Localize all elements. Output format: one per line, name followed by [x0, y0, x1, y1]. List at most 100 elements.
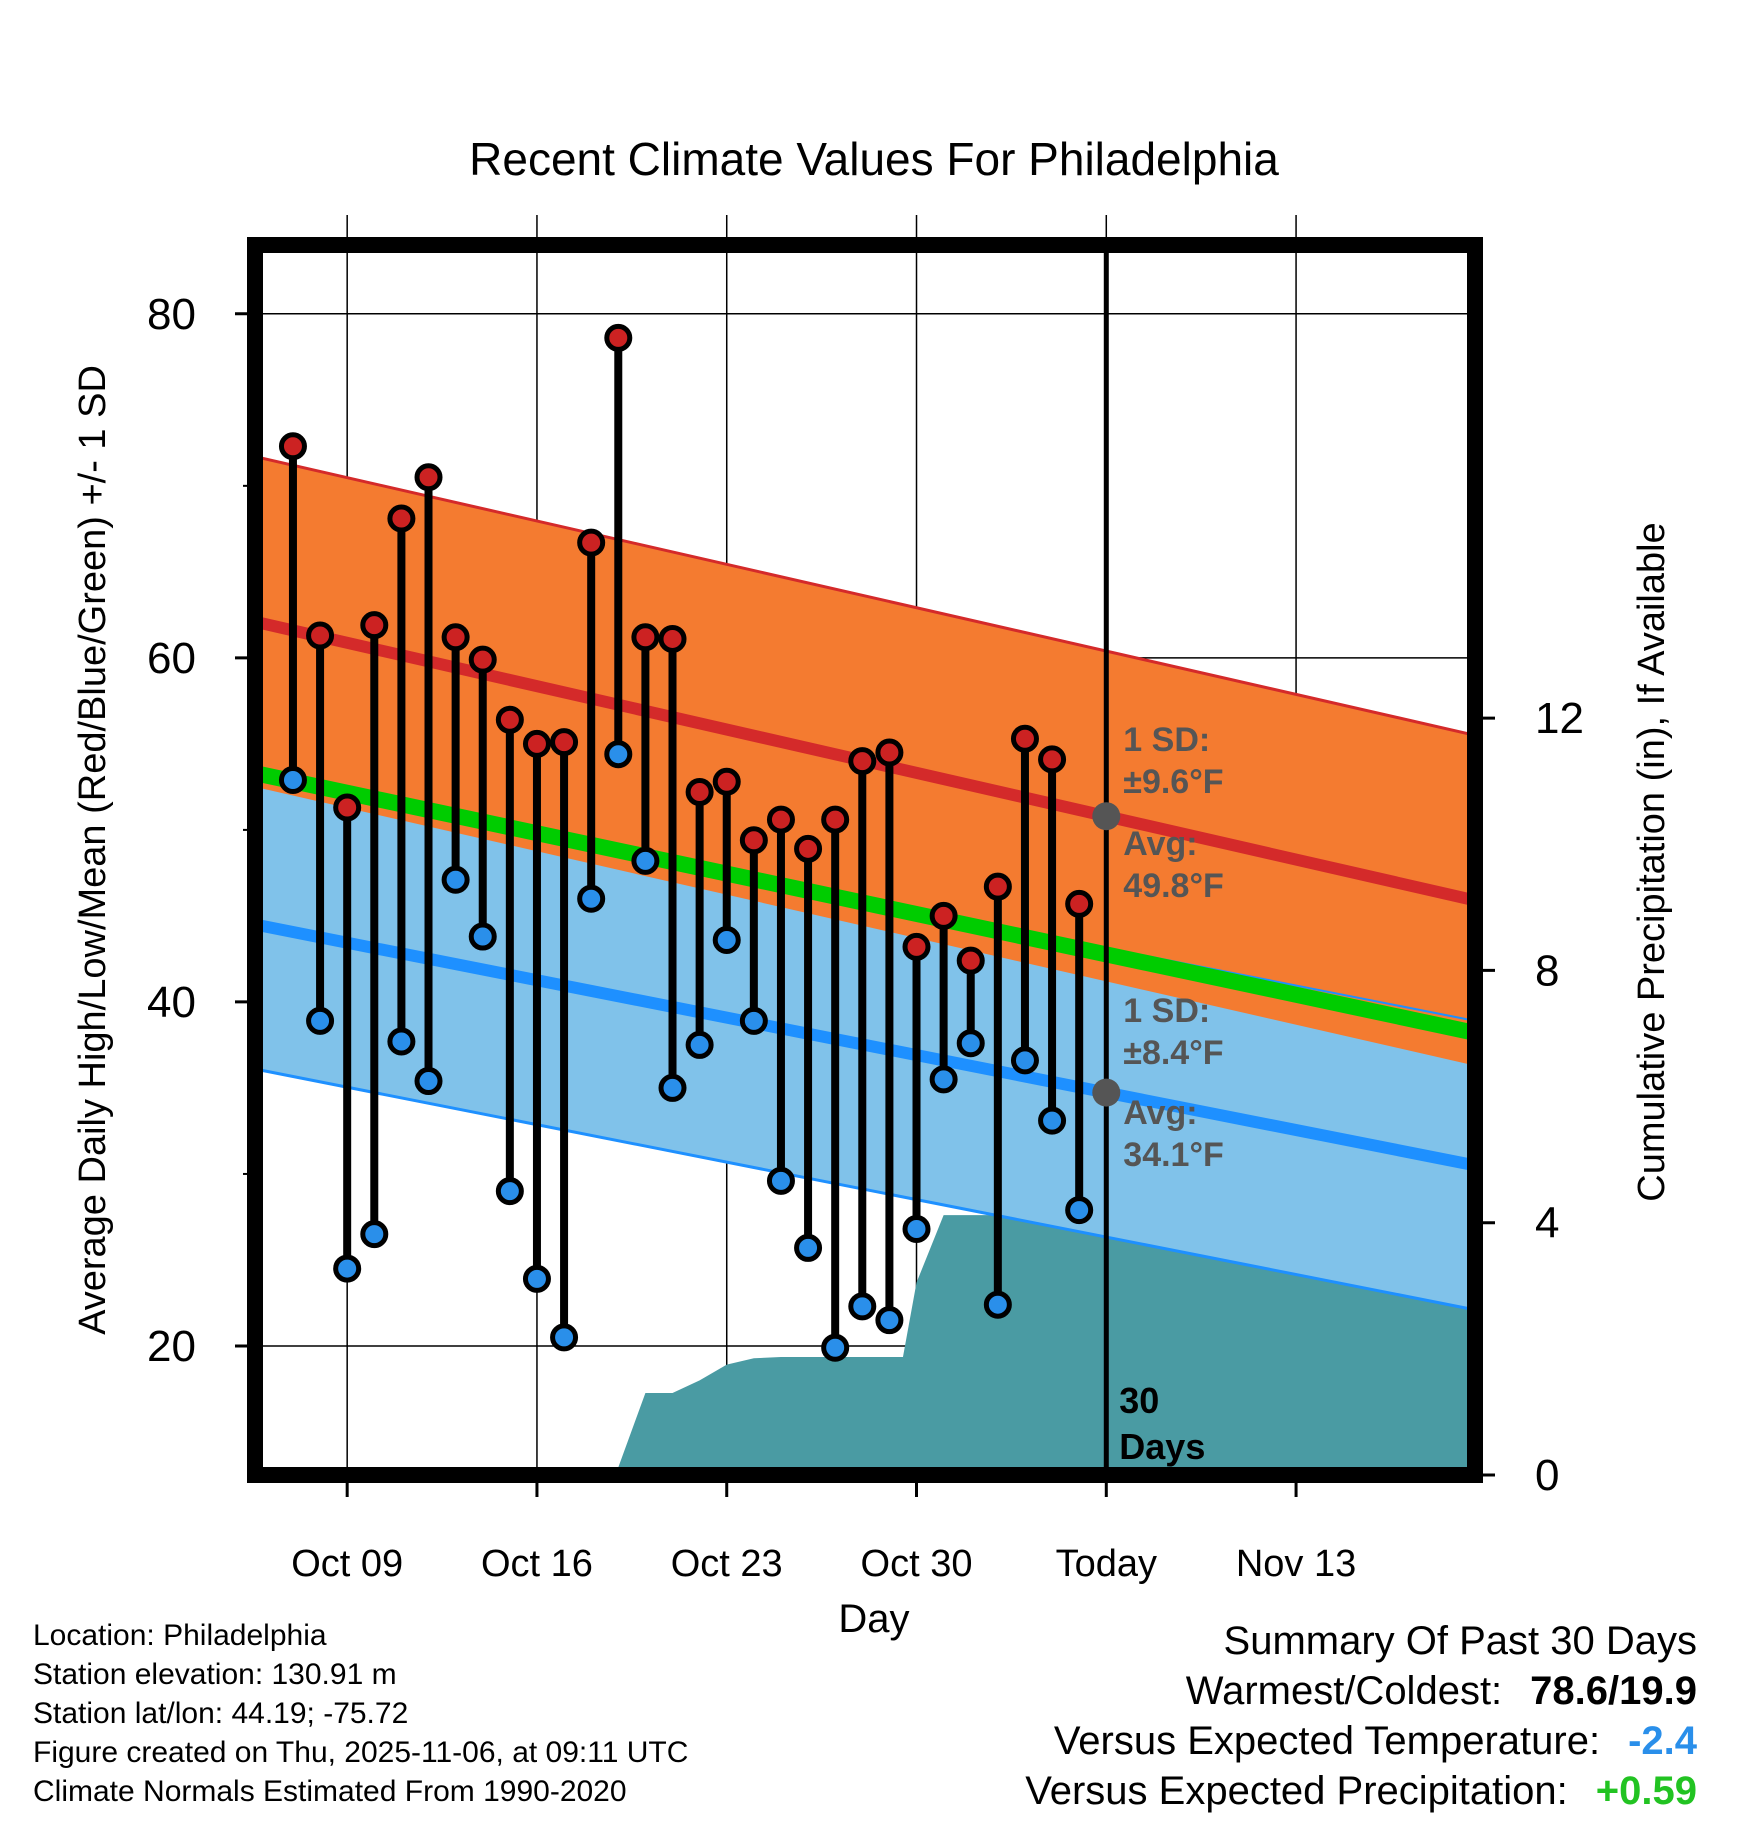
high-band-upper-edge — [254, 455, 1476, 737]
daily-low-point — [360, 1220, 389, 1249]
window-length-unit: Days — [1119, 1426, 1205, 1467]
low-sd-value: ±8.4°F — [1123, 1034, 1223, 1072]
daily-low-point — [550, 1323, 579, 1352]
axes-labels: Recent Climate Values For Philadelphia 20… — [72, 133, 1673, 1641]
daily-low-point — [306, 1006, 335, 1035]
daily-low-point — [577, 884, 606, 913]
daily-low-point — [604, 740, 633, 769]
daily-low-point — [522, 1264, 551, 1293]
daily-high-point — [983, 872, 1012, 901]
x-axis-title: Day — [838, 1597, 909, 1641]
daily-low-point — [766, 1166, 795, 1195]
daily-high-point — [821, 805, 850, 834]
x-tick-label: Oct 23 — [671, 1543, 783, 1585]
daily-low-point — [848, 1292, 877, 1321]
daily-low-point — [983, 1290, 1012, 1319]
precip-departure-label: Versus Expected Precipitation: — [1025, 1769, 1568, 1813]
daily-low-point — [658, 1073, 687, 1102]
temp-departure-row: Versus Expected Temperature: -2.4 — [1025, 1716, 1697, 1766]
daily-high-point — [495, 705, 524, 734]
daily-low-point — [387, 1027, 416, 1056]
daily-low-point — [333, 1254, 362, 1283]
chart-title: Recent Climate Values For Philadelphia — [469, 133, 1279, 185]
y-axis-title: Average Daily High/Low/Mean (Red/Blue/Gr… — [72, 365, 114, 1335]
daily-high-point — [658, 624, 687, 653]
today-high-avg-dot — [1092, 802, 1121, 831]
window-length-number: 30 — [1119, 1380, 1159, 1421]
daily-low-point — [712, 925, 741, 954]
daily-high-point — [712, 767, 741, 796]
daily-high-point — [468, 645, 497, 674]
y-tick-label: 20 — [147, 1322, 196, 1371]
created-text: Figure created on Thu, 2025-11-06, at 09… — [33, 1736, 689, 1769]
daily-high-point — [360, 611, 389, 640]
daily-low-point — [468, 922, 497, 951]
daily-high-point — [848, 747, 877, 776]
high-sd-value: ±9.6°F — [1123, 763, 1223, 801]
daily-low-point — [414, 1067, 443, 1096]
daily-high-point — [604, 323, 633, 352]
daily-low-point — [1010, 1046, 1039, 1075]
temp-departure-label: Versus Expected Temperature: — [1053, 1719, 1601, 1763]
daily-high-point — [577, 528, 606, 557]
elevation-text: Station elevation: 130.91 m — [33, 1658, 397, 1691]
daily-low-point — [794, 1233, 823, 1262]
daily-high-point — [739, 826, 768, 855]
y2-tick-label: 8 — [1535, 946, 1559, 995]
daily-high-point — [387, 504, 416, 533]
daily-high-point — [685, 778, 714, 807]
y-tick-label: 40 — [147, 978, 196, 1027]
daily-observations — [278, 323, 1094, 1362]
high-avg-label: Avg: — [1123, 825, 1197, 863]
daily-low-point — [739, 1006, 768, 1035]
daily-low-point — [495, 1177, 524, 1206]
daily-high-point — [956, 946, 985, 975]
y2-axis-title: Cumulative Precipitation (in), If Availa… — [1631, 522, 1673, 1201]
today-marker: 30 Days — [1092, 245, 1205, 1475]
warmest-coldest-value: 78.6/19.9 — [1530, 1669, 1697, 1713]
x-tick-label: Oct 30 — [861, 1543, 973, 1585]
station-metadata: Location: Philadelphia Station elevation… — [33, 1616, 688, 1811]
daily-low-point — [441, 865, 470, 894]
y2-tick-label: 0 — [1535, 1451, 1559, 1500]
daily-low-point — [1038, 1106, 1067, 1135]
daily-high-point — [550, 728, 579, 757]
precip-departure-value: +0.59 — [1595, 1769, 1697, 1813]
precip-departure-row: Versus Expected Precipitation: +0.59 — [1025, 1766, 1697, 1816]
normals-annotations: 1 SD: ±9.6°F Avg: 49.8°F 1 SD: ±8.4°F Avg: 34.1… — [1123, 721, 1224, 1174]
y-tick-label: 80 — [147, 290, 196, 339]
daily-low-point — [956, 1029, 985, 1058]
daily-high-point — [794, 834, 823, 863]
daily-high-point — [631, 623, 660, 652]
low-avg-label: Avg: — [1123, 1094, 1197, 1132]
daily-high-point — [929, 901, 958, 930]
daily-high-point — [875, 738, 904, 767]
y-tick-label: 60 — [147, 634, 196, 683]
daily-high-point — [766, 805, 795, 834]
daily-low-point — [929, 1065, 958, 1094]
daily-low-point — [631, 846, 660, 875]
plot-border — [247, 237, 1483, 1483]
daily-high-point — [278, 432, 307, 461]
summary-title: Summary Of Past 30 Days — [1223, 1619, 1697, 1663]
daily-low-point — [278, 766, 307, 795]
y2-tick-label: 12 — [1535, 694, 1584, 743]
warmest-coldest-row: Warmest/Coldest: 78.6/19.9 — [1025, 1666, 1697, 1716]
daily-high-point — [1065, 889, 1094, 918]
daily-high-point — [522, 729, 551, 758]
high-avg-value: 49.8°F — [1123, 867, 1224, 905]
daily-high-point — [1010, 724, 1039, 753]
daily-low-point — [685, 1030, 714, 1059]
daily-high-point — [306, 621, 335, 650]
summary-panel: Summary Of Past 30 Days Warmest/Coldest:… — [1025, 1616, 1697, 1816]
daily-low-point — [1065, 1196, 1094, 1225]
y2-tick-label: 4 — [1535, 1199, 1559, 1248]
daily-low-point — [875, 1306, 904, 1335]
low-sd-label: 1 SD: — [1123, 992, 1210, 1030]
x-tick-label: Nov 13 — [1236, 1543, 1356, 1585]
daily-high-point — [414, 463, 443, 492]
daily-high-point — [441, 623, 470, 652]
daily-low-point — [821, 1333, 850, 1362]
daily-low-point — [902, 1215, 931, 1243]
